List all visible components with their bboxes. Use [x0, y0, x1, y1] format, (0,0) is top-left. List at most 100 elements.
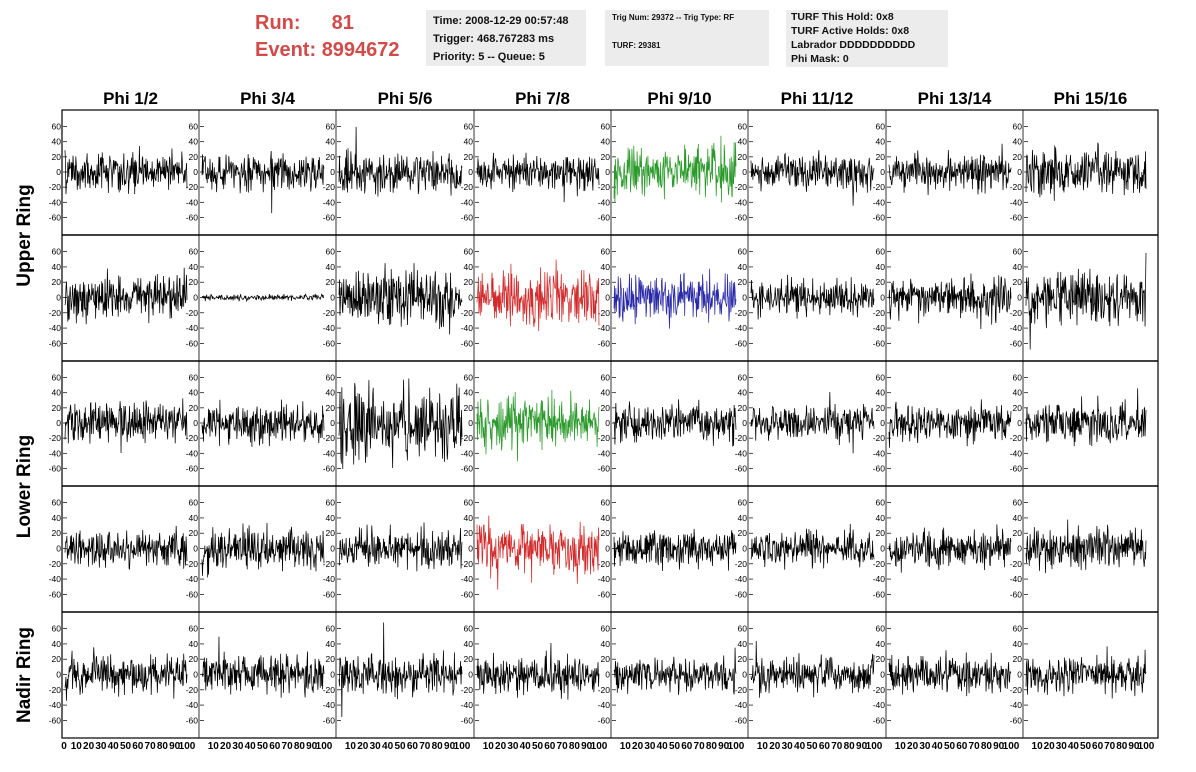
x-tick-label: 20 [357, 741, 369, 752]
y-tick-label: -40 [323, 323, 336, 333]
x-tick-label: 80 [432, 741, 444, 752]
y-tick-label: -60 [873, 463, 886, 473]
time-trigger-box: Time: 2008-12-29 00:57:48 Trigger: 468.7… [426, 10, 586, 66]
waveform-trace [476, 259, 600, 331]
y-tick-label: 20 [738, 528, 748, 538]
y-tick-label: -40 [1010, 448, 1023, 458]
y-tick-label: 0 [605, 544, 610, 554]
y-tick-label: 20 [876, 528, 886, 538]
y-tick-label: -40 [49, 700, 62, 710]
ring-label: Lower Ring [14, 435, 35, 538]
y-tick-label: -60 [873, 715, 886, 725]
y-tick-label: -40 [735, 448, 748, 458]
waveform-trace [201, 636, 325, 698]
y-tick-label: 40 [1013, 388, 1023, 398]
waveform-trace [888, 143, 1012, 196]
y-tick-label: 20 [464, 277, 474, 287]
y-tick-label: 0 [468, 167, 473, 177]
y-tick-label: -20 [323, 685, 336, 695]
y-tick-label: -20 [598, 685, 611, 695]
waveform-trace [750, 391, 875, 454]
x-tick-label: 10 [483, 741, 495, 752]
y-tick-label: 60 [738, 247, 748, 257]
y-tick-label: 40 [738, 262, 748, 272]
y-tick-label: 40 [52, 513, 62, 523]
y-tick-label: 60 [738, 373, 748, 383]
y-tick-label: -20 [1010, 559, 1023, 569]
x-tick-label: 10 [71, 741, 83, 752]
y-tick-label: 0 [742, 293, 747, 303]
y-tick-label: 0 [742, 418, 747, 428]
y-tick-label: 60 [1013, 122, 1023, 132]
y-tick-label: -20 [186, 182, 199, 192]
y-tick-label: -20 [735, 559, 748, 569]
x-tick-label: 20 [907, 741, 919, 752]
x-tick-label: 50 [944, 741, 956, 752]
y-tick-label: 20 [601, 403, 611, 413]
y-tick-label: -60 [598, 463, 611, 473]
y-tick-label: 60 [52, 122, 62, 132]
y-tick-label: 40 [876, 513, 886, 523]
y-tick-label: -40 [461, 197, 474, 207]
waveform-trace [613, 647, 737, 695]
y-tick-label: 60 [876, 498, 886, 508]
y-tick-label: -40 [735, 197, 748, 207]
waveform-trace [1025, 142, 1147, 201]
y-tick-label: 40 [52, 262, 62, 272]
y-tick-label: 0 [56, 418, 61, 428]
x-tick-label: 10 [345, 741, 357, 752]
y-tick-label: -40 [186, 197, 199, 207]
y-tick-label: -20 [461, 182, 474, 192]
x-tick-label: 70 [145, 741, 157, 752]
turf-active-text: TURF Active Holds: 0x8 [791, 25, 910, 37]
x-tick-label: 10 [757, 741, 769, 752]
x-tick-label: 80 [981, 741, 993, 752]
x-tick-label: 100 [316, 741, 333, 752]
y-tick-label: 60 [326, 624, 336, 634]
x-tick-label: 90 [581, 741, 593, 752]
event-row: Event: 8994672 [255, 37, 400, 64]
y-tick-label: -60 [49, 715, 62, 725]
y-tick-label: -60 [873, 338, 886, 348]
y-tick-label: -20 [873, 685, 886, 695]
y-tick-label: -60 [49, 338, 62, 348]
y-tick-label: -40 [461, 574, 474, 584]
y-tick-label: 0 [1017, 670, 1022, 680]
y-tick-label: 40 [189, 639, 199, 649]
y-tick-label: 0 [880, 670, 885, 680]
y-tick-label: -40 [49, 574, 62, 584]
y-tick-label: 60 [52, 247, 62, 257]
y-tick-label: 40 [876, 639, 886, 649]
waveform-trace [1025, 388, 1147, 447]
y-tick-label: 0 [880, 167, 885, 177]
y-tick-label: -20 [186, 559, 199, 569]
x-tick-label: 50 [669, 741, 681, 752]
x-tick-label: 20 [83, 741, 95, 752]
y-tick-label: 60 [52, 498, 62, 508]
y-tick-label: -20 [323, 559, 336, 569]
y-tick-label: 20 [52, 152, 62, 162]
waveform-trace [64, 525, 188, 570]
y-tick-label: -60 [873, 212, 886, 222]
y-tick-label: 20 [876, 152, 886, 162]
y-tick-label: 40 [1013, 639, 1023, 649]
y-tick-label: 0 [468, 670, 473, 680]
y-tick-label: 20 [1013, 152, 1023, 162]
x-tick-label: 20 [495, 741, 507, 752]
x-tick-label: 80 [157, 741, 169, 752]
x-tick-label: 20 [632, 741, 644, 752]
y-tick-label: 20 [601, 654, 611, 664]
run-row: Run: 81 [255, 10, 400, 37]
y-tick-label: -40 [598, 448, 611, 458]
y-tick-label: 40 [876, 137, 886, 147]
run-value: 81 [331, 12, 354, 34]
y-tick-label: -20 [873, 308, 886, 318]
y-tick-label: -60 [186, 463, 199, 473]
waveform-trace [750, 523, 875, 570]
y-tick-label: 60 [326, 247, 336, 257]
x-tick-label: 100 [728, 741, 745, 752]
y-tick-label: 0 [330, 418, 335, 428]
y-tick-label: -60 [1010, 463, 1023, 473]
x-tick-label: 100 [866, 741, 883, 752]
x-tick-label: 40 [382, 741, 394, 752]
